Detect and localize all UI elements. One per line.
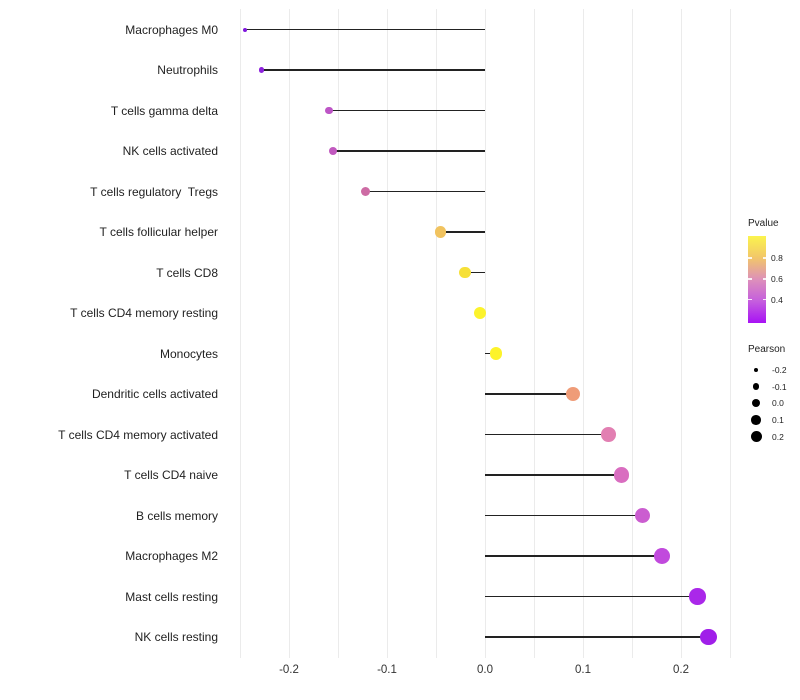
data-point bbox=[689, 588, 706, 605]
category-label: T cells follicular helper bbox=[99, 225, 219, 239]
pearson-legend-dot bbox=[752, 399, 760, 408]
x-tick-label: 0.1 bbox=[575, 664, 591, 676]
data-point bbox=[329, 146, 338, 156]
gridline bbox=[680, 9, 682, 658]
category-label: B cells memory bbox=[135, 508, 218, 523]
data-point bbox=[654, 548, 671, 564]
lollipop-stem bbox=[333, 150, 485, 152]
colorbar-tick bbox=[762, 298, 766, 301]
colorbar-tick bbox=[762, 278, 766, 280]
data-point bbox=[360, 186, 370, 197]
gridline bbox=[533, 9, 535, 658]
x-tick-label: -0.2 bbox=[279, 664, 299, 676]
x-tick-label: 0.0 bbox=[477, 664, 493, 676]
colorbar-tick bbox=[748, 257, 752, 259]
category-label: Macrophages M0 bbox=[125, 22, 218, 37]
data-point bbox=[613, 467, 629, 483]
data-point bbox=[242, 27, 247, 32]
category-label: Neutrophils bbox=[157, 63, 218, 77]
category-label: T cells CD4 naive bbox=[124, 468, 218, 482]
gridline bbox=[435, 9, 437, 658]
colorbar-tick bbox=[762, 257, 766, 259]
legend-pvalue-title: Pvalue bbox=[748, 218, 779, 229]
lollipop-stem bbox=[365, 190, 485, 193]
data-point bbox=[474, 306, 487, 320]
data-point bbox=[259, 67, 265, 73]
data-point bbox=[489, 347, 503, 360]
lollipop-stem bbox=[261, 69, 485, 71]
data-point bbox=[459, 266, 472, 279]
lollipop-stem bbox=[485, 595, 698, 598]
lollipop-stem bbox=[440, 231, 485, 233]
data-point bbox=[325, 106, 334, 115]
colorbar-tick-label: 0.4 bbox=[771, 294, 783, 305]
lollipop-stem bbox=[244, 28, 485, 31]
category-label: T cells CD4 memory resting bbox=[70, 306, 218, 320]
category-label: T cells regulatory Tregs bbox=[90, 184, 218, 199]
data-point bbox=[700, 628, 717, 646]
gridline bbox=[386, 9, 388, 658]
lollipop-stem bbox=[485, 474, 622, 476]
pearson-legend-label: -0.1 bbox=[772, 381, 787, 392]
data-point bbox=[635, 507, 651, 524]
gridline bbox=[729, 9, 731, 658]
pearson-legend-dot bbox=[752, 383, 760, 390]
lollipop-stem bbox=[485, 636, 709, 638]
category-label: NK cells resting bbox=[134, 630, 218, 644]
legend-pearson: Pearson -0.2 -0.1 0.0 0.1 0.2 bbox=[748, 344, 800, 448]
pearson-legend-label: -0.2 bbox=[772, 365, 787, 375]
pearson-legend-label: 0.2 bbox=[772, 431, 784, 442]
category-label: NK cells activated bbox=[122, 144, 218, 158]
colorbar-tick bbox=[748, 298, 752, 301]
legend-pearson-title: Pearson bbox=[748, 344, 786, 355]
gridline bbox=[484, 9, 486, 658]
category-label: Dendritic cells activated bbox=[91, 387, 218, 401]
gridline bbox=[288, 9, 290, 658]
x-tick-label: 0.2 bbox=[673, 664, 689, 676]
colorbar-tick bbox=[748, 278, 752, 280]
data-point bbox=[566, 386, 581, 402]
category-label: T cells gamma delta bbox=[110, 103, 218, 118]
colorbar-tick-label: 0.8 bbox=[771, 253, 783, 263]
pearson-legend-dot bbox=[751, 415, 761, 425]
lollipop-stem bbox=[485, 514, 643, 517]
lollipop-stem bbox=[465, 271, 485, 274]
pearson-legend-label: 0.0 bbox=[772, 398, 784, 409]
legend-pvalue: Pvalue 0.8 0.6 0.4 bbox=[748, 218, 800, 330]
pearson-legend-dot bbox=[750, 431, 762, 443]
data-point bbox=[601, 427, 616, 442]
gridline bbox=[337, 9, 339, 658]
pearson-legend-label: 0.1 bbox=[772, 415, 784, 425]
category-label: Macrophages M2 bbox=[125, 549, 218, 563]
colorbar-tick-label: 0.6 bbox=[771, 274, 783, 284]
category-label: Mast cells resting bbox=[125, 589, 218, 604]
gridline bbox=[631, 9, 633, 658]
category-label: Monocytes bbox=[159, 346, 218, 361]
lollipop-stem bbox=[485, 433, 609, 436]
lollipop-stem bbox=[485, 393, 574, 395]
gridline bbox=[239, 9, 241, 658]
category-label: T cells CD8 bbox=[156, 265, 218, 280]
gridline bbox=[582, 9, 584, 658]
pearson-legend-dot bbox=[753, 367, 759, 373]
x-tick-label: -0.1 bbox=[377, 664, 397, 676]
category-label: T cells CD4 memory activated bbox=[58, 427, 218, 442]
data-point bbox=[435, 226, 447, 238]
pvalue-colorbar bbox=[748, 236, 766, 323]
lollipop-stem bbox=[329, 109, 485, 112]
lollipop-stem bbox=[485, 555, 663, 557]
